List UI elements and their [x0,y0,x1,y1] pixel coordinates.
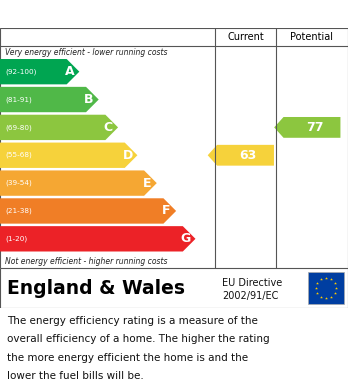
Text: (69-80): (69-80) [5,124,32,131]
Text: overall efficiency of a home. The higher the rating: overall efficiency of a home. The higher… [7,334,270,344]
Text: 77: 77 [306,121,324,134]
Text: EU Directive: EU Directive [222,278,282,288]
Polygon shape [0,226,196,251]
Polygon shape [274,117,340,138]
Text: A: A [65,65,74,78]
Text: (81-91): (81-91) [5,96,32,103]
Text: Not energy efficient - higher running costs: Not energy efficient - higher running co… [5,256,167,265]
Polygon shape [0,143,137,168]
Polygon shape [0,59,79,84]
Text: Energy Efficiency Rating: Energy Efficiency Rating [10,7,220,22]
Polygon shape [0,198,176,224]
Text: (92-100): (92-100) [5,68,37,75]
Text: Very energy efficient - lower running costs: Very energy efficient - lower running co… [5,48,167,57]
Polygon shape [0,170,157,196]
Text: E: E [143,177,151,190]
Polygon shape [0,87,99,112]
Text: Potential: Potential [291,32,333,42]
Text: G: G [181,232,191,245]
Text: 2002/91/EC: 2002/91/EC [222,291,278,301]
Text: D: D [122,149,133,162]
Text: C: C [104,121,113,134]
Text: Current: Current [227,32,264,42]
Text: (1-20): (1-20) [5,235,27,242]
Text: B: B [84,93,94,106]
Polygon shape [0,115,118,140]
Text: (55-68): (55-68) [5,152,32,158]
Text: the more energy efficient the home is and the: the more energy efficient the home is an… [7,353,248,363]
Text: F: F [162,204,171,217]
Text: (39-54): (39-54) [5,180,32,187]
Text: The energy efficiency rating is a measure of the: The energy efficiency rating is a measur… [7,316,258,326]
Text: (21-38): (21-38) [5,208,32,214]
Text: England & Wales: England & Wales [7,278,185,298]
Text: 63: 63 [240,149,257,162]
Polygon shape [208,145,274,166]
Bar [308,272,344,304]
Text: lower the fuel bills will be.: lower the fuel bills will be. [7,371,144,381]
